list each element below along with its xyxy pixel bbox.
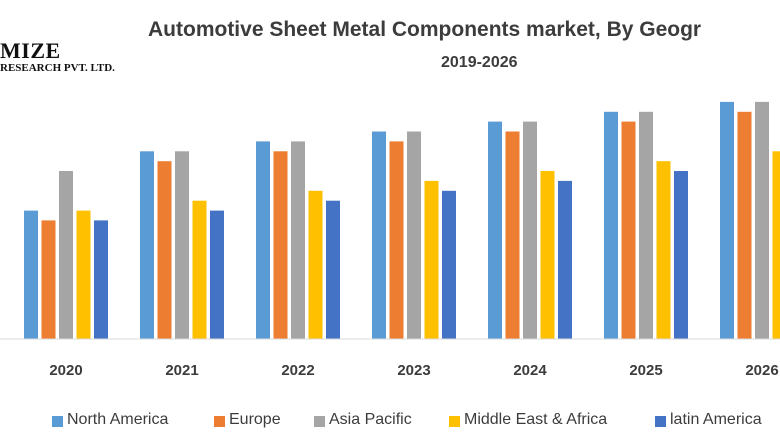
bar-2026-middle-east-africa [772, 151, 780, 339]
bar-2024-asia-pacific [523, 121, 537, 339]
bar-2020-latin-america [94, 220, 108, 339]
legend-swatch [314, 416, 325, 427]
bar-2021-asia-pacific [175, 151, 189, 339]
bar-2020-north-america [24, 210, 38, 339]
bar-2023-north-america [372, 131, 386, 339]
bar-2025-north-america [604, 111, 618, 339]
bar-2022-latin-america [326, 200, 340, 339]
legend-swatch [52, 416, 63, 427]
bar-2021-north-america [140, 151, 154, 339]
bar-2023-latin-america [442, 190, 456, 339]
bar-2025-europe [621, 121, 636, 339]
x-tick-label: 2021 [165, 362, 198, 379]
bar-2024-latin-america [558, 180, 572, 339]
legend-swatch [449, 416, 460, 427]
legend-label: Asia Pacific [329, 411, 412, 428]
logo-subtitle: RESEARCH PVT. LTD. [0, 62, 115, 74]
bar-2024-north-america [488, 121, 502, 339]
bar-2020-europe [41, 220, 56, 339]
bar-2024-middle-east-africa [540, 171, 555, 339]
legend-label: latin America [670, 411, 762, 428]
bar-2026-asia-pacific [755, 101, 769, 340]
x-tick-label: 2020 [49, 362, 82, 379]
x-tick-label: 2026 [745, 362, 778, 379]
legend-swatch [655, 416, 666, 427]
bar-2022-north-america [256, 141, 270, 339]
x-tick-label: 2022 [281, 362, 314, 379]
bar-2022-asia-pacific [291, 141, 305, 339]
legend-label: North America [67, 411, 169, 428]
bar-2021-europe [157, 161, 172, 339]
x-tick-label: 2025 [629, 362, 662, 379]
bars-group [24, 101, 780, 340]
bar-2025-asia-pacific [639, 111, 653, 339]
bar-2023-europe [389, 141, 404, 339]
bar-2025-latin-america [674, 171, 688, 339]
bar-2023-middle-east-africa [424, 180, 439, 339]
chart-title: Automotive Sheet Metal Components market… [148, 18, 702, 41]
bar-2025-middle-east-africa [656, 161, 671, 339]
bar-2021-latin-america [210, 210, 224, 339]
legend-label: Europe [229, 411, 281, 428]
bar-2023-asia-pacific [407, 131, 421, 339]
x-tick-labels: 2020 2021 2022 2023 2024 2025 2026 [49, 362, 778, 379]
bar-2020-middle-east-africa [76, 210, 91, 339]
bar-2026-europe [737, 111, 752, 339]
bar-2026-north-america [720, 101, 734, 340]
logo-name: MIZE [0, 38, 61, 63]
chart-subtitle: 2019-2026 [441, 54, 518, 71]
legend-label: Middle East & Africa [464, 411, 608, 428]
bar-2022-middle-east-africa [308, 190, 323, 339]
bar-2022-europe [273, 151, 288, 339]
legend-swatch [214, 416, 225, 427]
bar-2021-middle-east-africa [192, 200, 207, 339]
legend: North America Europe Asia Pacific Middle Ea… [0, 410, 780, 434]
bar-2024-europe [505, 131, 520, 339]
x-tick-label: 2023 [397, 362, 430, 379]
bar-2020-asia-pacific [59, 171, 73, 339]
x-tick-label: 2024 [513, 362, 547, 379]
